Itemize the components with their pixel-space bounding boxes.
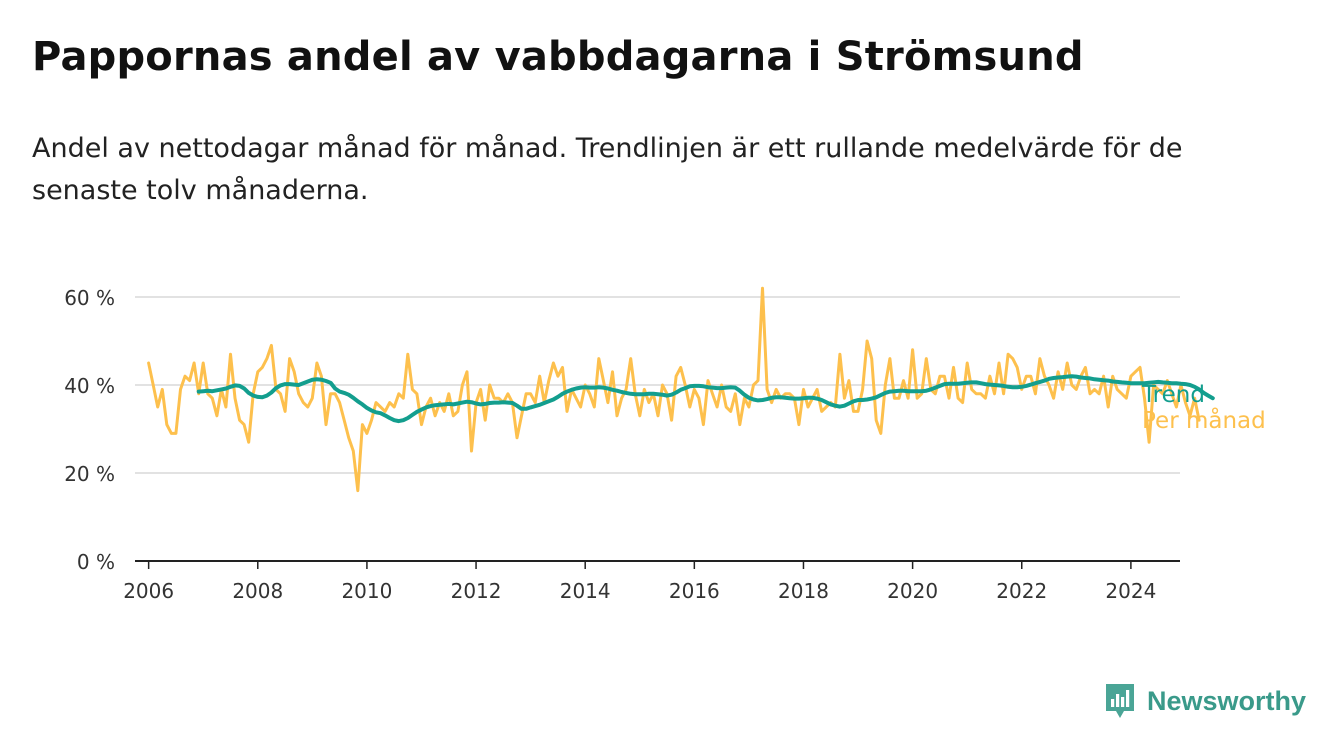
y-tick-label: 60 % bbox=[64, 286, 115, 310]
monthly-label: Per månad bbox=[1142, 406, 1266, 434]
x-tick-label: 2018 bbox=[778, 579, 829, 603]
x-tick-label: 2016 bbox=[669, 579, 720, 603]
y-tick-label: 0 % bbox=[77, 550, 115, 574]
x-tick-label: 2022 bbox=[996, 579, 1047, 603]
x-tick-label: 2006 bbox=[123, 579, 174, 603]
y-axis-ticks: 0 % 20 % 40 % 60 % bbox=[64, 286, 115, 574]
x-tick-label: 2014 bbox=[560, 579, 611, 603]
x-tick-label: 2012 bbox=[451, 579, 502, 603]
chart-subtitle: Andel av nettodagar månad för månad. Tre… bbox=[32, 133, 1183, 206]
brand-name: Newsworthy bbox=[1147, 685, 1307, 716]
newsworthy-icon bbox=[1106, 684, 1134, 718]
x-axis: 2006 2008 2010 2012 2014 2016 2018 2020 2022 2024 bbox=[123, 560, 1180, 603]
trend-label: Trend bbox=[1141, 382, 1205, 408]
y-tick-label: 40 % bbox=[64, 374, 115, 398]
trend-line bbox=[196, 374, 1215, 424]
x-tick-label: 2024 bbox=[1105, 579, 1156, 603]
chart-title: Pappornas andel av vabbdagarna i Strömsu… bbox=[32, 34, 1084, 80]
series-lines bbox=[147, 286, 1215, 493]
x-tick-label: 2010 bbox=[341, 579, 392, 603]
y-tick-label: 20 % bbox=[64, 462, 115, 486]
x-tick-label: 2008 bbox=[232, 579, 283, 603]
brand-logo: Newsworthy bbox=[1103, 681, 1306, 721]
monthly-line bbox=[147, 286, 1201, 493]
x-tick-label: 2020 bbox=[887, 579, 938, 603]
